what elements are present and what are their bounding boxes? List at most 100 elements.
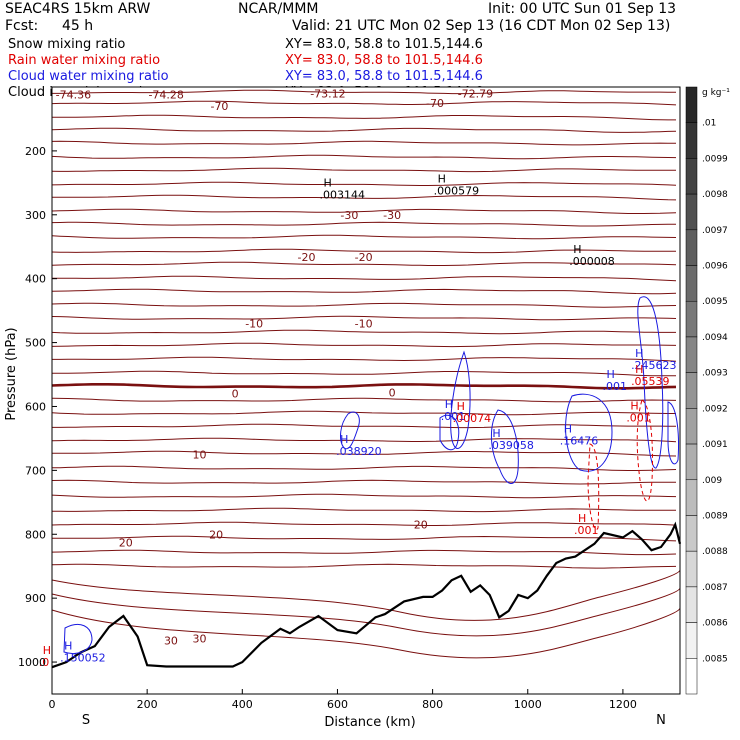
hydrometeor-contour xyxy=(490,409,519,484)
maximum-marker: H xyxy=(445,398,453,411)
isotherm-line xyxy=(51,507,676,513)
isotherm-line xyxy=(51,493,677,499)
maximum-value: .001 xyxy=(626,411,651,424)
maximum-value: .000008 xyxy=(569,255,615,268)
y-tick-label: 300 xyxy=(25,209,46,222)
colorbar-label: .0089 xyxy=(702,511,728,521)
y-tick-label: 900 xyxy=(25,592,46,605)
maximum-value: .150052 xyxy=(60,652,106,665)
colorbar-label: .0091 xyxy=(702,440,728,450)
y-tick-label: 700 xyxy=(25,464,46,477)
isotherm-line xyxy=(51,140,677,146)
isotherm-label: -70 xyxy=(426,97,444,110)
isotherm-label: 20 xyxy=(209,528,223,541)
isotherm-label: 10 xyxy=(192,448,206,461)
isotherm-line xyxy=(51,288,677,295)
isotherm-line xyxy=(51,607,681,659)
hydrometeor-contour xyxy=(637,296,664,469)
x-tick-label: 600 xyxy=(327,698,348,711)
hydrometeor-contour xyxy=(450,350,471,450)
isotherm-line xyxy=(51,221,676,227)
maximum-marker: H xyxy=(43,644,51,657)
maximum-marker: H xyxy=(457,400,465,413)
x-tick-label: 1200 xyxy=(609,698,637,711)
maximum-marker: H xyxy=(578,512,586,525)
hydrometeor-contour xyxy=(439,414,460,451)
init-time: Init: 00 UTC Sun 01 Sep 13 xyxy=(488,1,676,17)
y-tick-label: 600 xyxy=(25,400,46,413)
colorbar-segment xyxy=(685,265,698,302)
isotherm-label: 30 xyxy=(192,632,206,645)
isotherm-label: -74.36 xyxy=(56,89,91,102)
maximum-value: .003144 xyxy=(319,188,365,201)
y-tick-label: 400 xyxy=(25,273,46,286)
maximum-marker: H xyxy=(635,347,643,360)
colorbar: g kg⁻¹ .01 .0099 .0098 .0097 .0096 .0095 .0094.… xyxy=(685,86,730,695)
colorbar-segment xyxy=(685,443,698,481)
maximum-value: .00074 xyxy=(453,412,492,425)
isotherm-line xyxy=(51,383,677,390)
fcst-value: 45 h xyxy=(62,18,93,34)
colorbar-segment xyxy=(685,372,698,409)
isotherm-line xyxy=(51,587,681,637)
isotherm-line xyxy=(51,397,677,403)
isotherm-line xyxy=(51,261,677,266)
isotherm-line xyxy=(51,329,676,335)
legend-field-xy: XY= 83.0, 58.8 to 101.5,144.6 xyxy=(285,37,483,52)
maximum-value: .001 xyxy=(574,524,599,537)
isotherm-line xyxy=(51,127,677,133)
plot-frame xyxy=(51,86,681,695)
x-tick-label: 1000 xyxy=(514,698,542,711)
maximum-value: .16476 xyxy=(560,434,599,447)
colorbar-segment xyxy=(685,122,698,159)
colorbar-label: .0097 xyxy=(702,226,728,236)
colorbar-segment xyxy=(685,658,698,695)
maximum-marker: H xyxy=(630,399,638,412)
isotherm-label: -30 xyxy=(340,209,358,222)
isotherm-line xyxy=(51,315,677,321)
isotherm-label: 0 xyxy=(232,388,239,401)
y-axis-title: Pressure (hPa) xyxy=(4,327,19,420)
isotherm-line xyxy=(51,521,677,526)
maximum-marker: H xyxy=(635,363,643,376)
colorbar-unit: g kg⁻¹ xyxy=(702,88,730,98)
y-tick-label: 1000 xyxy=(18,656,46,669)
maximum-marker: H xyxy=(607,368,615,381)
terrain-line xyxy=(51,521,682,669)
x-tick-label: 0 xyxy=(49,698,56,711)
colorbar-label: .0087 xyxy=(702,583,728,593)
isotherm-line xyxy=(51,208,677,214)
maximum-marker: H xyxy=(573,243,581,256)
isotherm-label: -73.12 xyxy=(310,87,345,100)
isotherm-line xyxy=(51,437,677,443)
plot-background xyxy=(52,87,680,694)
plot-area: -74.36 -74.28 -73.12 -72.79 -70 -70 -30 -30 -20 -… xyxy=(39,87,682,694)
isotherm-line xyxy=(51,342,677,348)
maximum-marker: H xyxy=(340,433,348,446)
legend-field-label: Rain water mixing ratio xyxy=(8,53,160,68)
colorbar-segment xyxy=(685,586,698,623)
hydrometeor-contour xyxy=(63,624,93,654)
isotherm-line xyxy=(51,234,677,240)
model-title: SEAC4RS 15km ARW xyxy=(5,1,151,17)
hydrometeor-contour xyxy=(565,393,613,472)
org-title: NCAR/MMM xyxy=(238,1,319,17)
isotherm-label: -10 xyxy=(245,317,263,330)
x-axis-title: Distance (km) xyxy=(324,715,415,730)
isotherm-line xyxy=(51,569,681,621)
colorbar-label: .0096 xyxy=(702,262,728,272)
isotherm-line xyxy=(52,275,677,282)
colorbar-label: .01 xyxy=(702,119,716,129)
colorbar-segment xyxy=(685,229,698,266)
isotherm-label: -74.28 xyxy=(148,89,183,102)
colorbar-segment xyxy=(685,336,698,373)
colorbar-segment xyxy=(685,479,698,516)
hydrometeor-contour xyxy=(587,443,600,530)
maximum-value: .039058 xyxy=(488,439,534,452)
maximum-marker: H xyxy=(492,427,500,440)
isotherm-line xyxy=(51,549,677,556)
x-tick-label: 200 xyxy=(137,698,158,711)
isotherm-label: -30 xyxy=(383,209,401,222)
isotherm-line xyxy=(51,100,677,106)
